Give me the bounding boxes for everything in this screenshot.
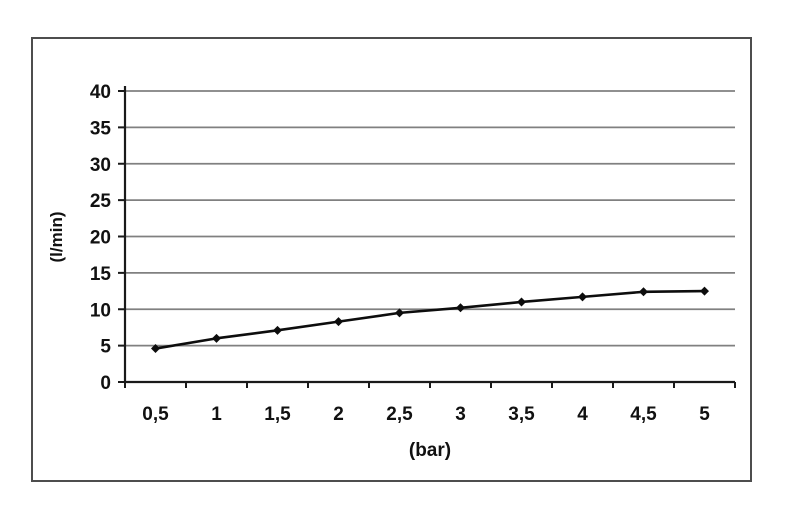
x-tick-label: 4,5 xyxy=(630,404,657,425)
data-point-marker xyxy=(639,287,648,297)
data-point-marker xyxy=(578,292,587,302)
y-tick-label: 35 xyxy=(90,118,112,139)
data-point-marker xyxy=(151,344,160,354)
series-line xyxy=(155,289,705,350)
y-axis-title: (l/min) xyxy=(47,211,66,263)
data-point-marker xyxy=(395,308,404,318)
x-tick-label: 5 xyxy=(699,404,710,425)
data-point-marker xyxy=(273,325,282,335)
x-tick-label: 3 xyxy=(455,404,466,425)
data-point-marker xyxy=(456,303,465,313)
x-tick-label: 4 xyxy=(577,404,588,425)
y-tick-label: 10 xyxy=(90,300,111,321)
x-axis-title: (bar) xyxy=(408,440,452,461)
x-tick-label: 1,5 xyxy=(264,404,291,425)
y-tick-label: 30 xyxy=(90,155,111,176)
data-point-marker xyxy=(212,333,221,343)
chart-frame: 0 5 10 15 20 25 30 35 40 0,5 1 1,5 2 2,5 3 3,5 4 4,5 5 (l/… xyxy=(31,37,752,482)
x-tick-label: 2 xyxy=(333,404,344,425)
y-tick-label: 20 xyxy=(90,228,111,249)
y-tick-label: 15 xyxy=(90,264,112,285)
data-point-marker xyxy=(517,297,526,307)
x-tick-label: 1 xyxy=(211,404,222,425)
y-tick-label: 5 xyxy=(100,337,111,358)
x-tick-label: 2,5 xyxy=(386,404,413,425)
x-tick-label: 0,5 xyxy=(142,404,169,425)
data-point-marker xyxy=(700,286,709,296)
x-tick-label: 3,5 xyxy=(508,404,535,425)
flow-vs-pressure-chart: 0 5 10 15 20 25 30 35 40 0,5 1 1,5 2 2,5 3 3,5 4 4,5 5 xyxy=(90,82,736,425)
y-tick-label: 25 xyxy=(90,191,112,212)
data-point-marker xyxy=(334,317,343,327)
y-tick-label: 0 xyxy=(100,373,111,394)
y-tick-label: 40 xyxy=(90,82,111,103)
